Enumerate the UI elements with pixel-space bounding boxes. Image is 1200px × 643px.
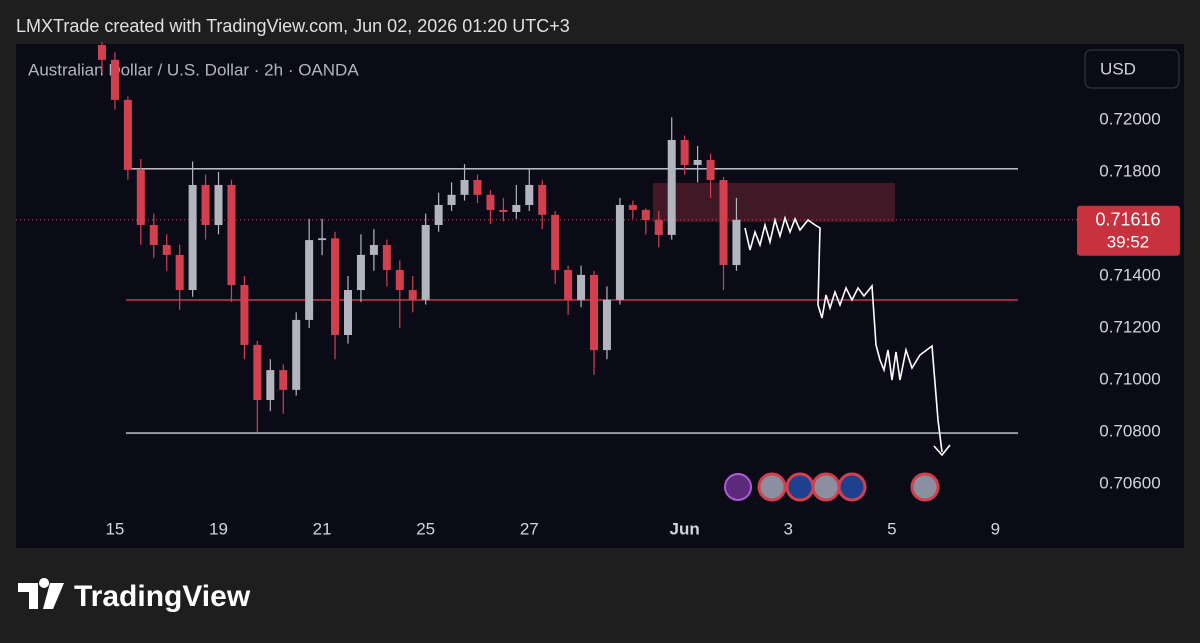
candle-body	[214, 184, 223, 226]
candle-body	[110, 59, 119, 100]
currency-box[interactable]	[1084, 49, 1180, 89]
candle-body	[136, 169, 145, 226]
candle-body	[667, 139, 676, 235]
candle-body	[434, 204, 443, 226]
y-tick-label: 0.71000	[1099, 369, 1160, 388]
countdown-label: 39:52	[1107, 232, 1150, 251]
candle-body	[162, 245, 171, 255]
y-tick-label: 0.71200	[1099, 317, 1160, 336]
x-tick-label: 25	[416, 519, 435, 538]
candle-body	[615, 204, 624, 300]
drawn-projection	[744, 215, 951, 457]
candle-body	[97, 45, 106, 60]
event-icon[interactable]	[724, 473, 752, 501]
candle-body	[279, 370, 288, 390]
candle-body	[473, 180, 482, 195]
y-tick-label: 0.70600	[1099, 474, 1160, 493]
resistance-zone	[653, 182, 895, 222]
currency: USD	[1100, 59, 1136, 78]
event-icon[interactable]	[757, 472, 787, 502]
candle-body	[227, 184, 236, 286]
plot: 0.70600 0.70800 0.71000 0.71200 0.71400 0.718…	[16, 41, 1161, 538]
candle-body	[590, 274, 599, 351]
candle-body	[201, 184, 210, 226]
x-tick-label: 3	[784, 519, 793, 538]
candle-body	[266, 370, 275, 401]
candle-body	[369, 245, 378, 255]
candle-body	[395, 269, 404, 291]
candle-body	[356, 254, 365, 291]
candle-body	[253, 344, 262, 401]
candle-body	[447, 194, 456, 205]
last-price-box	[1077, 205, 1180, 256]
candle-body	[408, 290, 417, 300]
candle-body	[188, 184, 197, 291]
candle-body	[123, 99, 132, 170]
brand-logo: TradingView	[18, 578, 251, 613]
candle-body	[512, 204, 521, 212]
event-icon[interactable]	[785, 472, 815, 502]
y-tick-label: 0.71400	[1099, 265, 1160, 284]
brand: TradingView	[74, 580, 251, 613]
candle-body	[564, 269, 573, 300]
x-tick-label: 27	[520, 519, 539, 538]
candle-body	[305, 240, 314, 320]
candle-body	[343, 290, 352, 336]
candle-body	[175, 254, 184, 291]
x-tick-label: 5	[887, 519, 896, 538]
x-tick-label: Jun	[670, 519, 700, 538]
header: LMXTrade created with TradingView.com, J…	[16, 16, 570, 36]
candle-body	[693, 159, 702, 165]
y-tick-label: 0.70800	[1099, 421, 1160, 440]
candle-body	[499, 209, 508, 212]
candle-body	[538, 184, 547, 215]
logo-mark	[18, 578, 64, 609]
candle-body	[460, 180, 469, 195]
candle-body	[577, 274, 586, 300]
candle-body	[602, 299, 611, 351]
candle-body	[240, 285, 249, 345]
candle-body	[382, 245, 391, 270]
candle-body	[641, 209, 650, 221]
event-icon[interactable]	[910, 472, 940, 502]
x-tick-label: 21	[313, 519, 332, 538]
y-tick-label: 0.71800	[1099, 161, 1160, 180]
y-tick-label: 0.72000	[1099, 109, 1160, 128]
x-tick-label: 9	[991, 519, 1000, 538]
candle-body	[292, 319, 301, 390]
chart-panel	[16, 44, 1184, 548]
candle-body	[654, 220, 663, 235]
candle-body	[331, 238, 340, 336]
candle-body	[628, 204, 637, 210]
x-tick-label: 15	[105, 519, 124, 538]
candle-body	[525, 184, 534, 205]
candle-body	[551, 214, 560, 270]
candle-body	[421, 225, 430, 300]
candle-body	[318, 238, 327, 241]
candle-body	[706, 159, 715, 181]
event-icons	[724, 472, 940, 502]
candle-body	[680, 139, 689, 165]
subtitle: Australian Dollar / U.S. Dollar · 2h · O…	[28, 60, 359, 79]
candle-body	[732, 219, 741, 266]
candle-body	[486, 194, 495, 210]
candle-body	[719, 180, 728, 266]
x-tick-label: 19	[209, 519, 228, 538]
last-price-label: 0.71616	[1095, 210, 1160, 230]
event-icon[interactable]	[837, 472, 867, 502]
candle-body	[149, 225, 158, 246]
event-icon[interactable]	[811, 472, 841, 502]
